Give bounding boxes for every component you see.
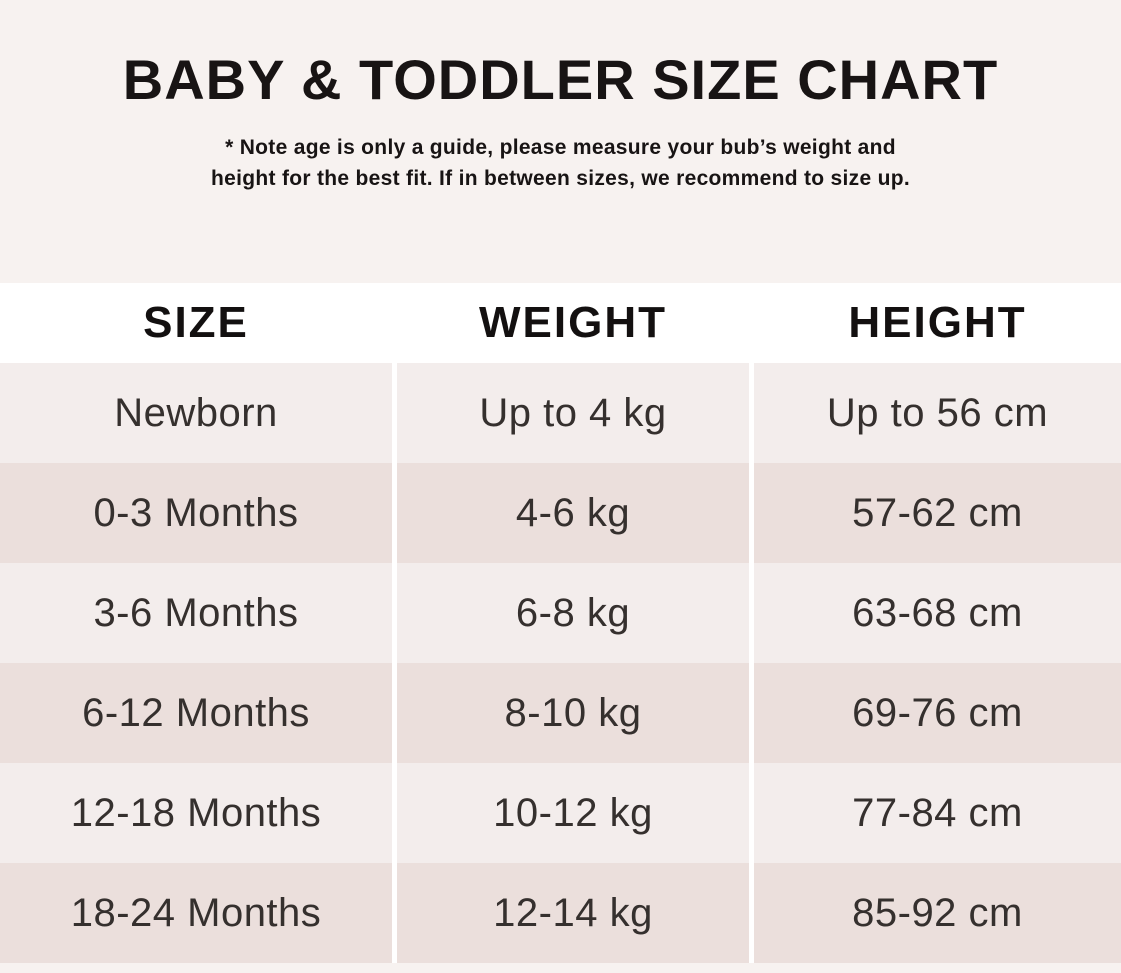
size-cell: 6-12 Months (0, 663, 392, 763)
size-cell: Newborn (0, 363, 392, 463)
column-header-height: HEIGHT (754, 283, 1121, 363)
column-header-size: SIZE (0, 283, 392, 363)
height-cell: Up to 56 cm (754, 363, 1121, 463)
table-row-6-12-months: 6-12 Months 8-10 kg 69-76 cm (0, 663, 1121, 763)
chart-header: BABY & TODDLER SIZE CHART * Note age is … (0, 0, 1121, 283)
table-header-row: SIZE WEIGHT HEIGHT (0, 283, 1121, 363)
size-cell: 18-24 Months (0, 863, 392, 963)
weight-cell: 10-12 kg (397, 763, 749, 863)
page-title: BABY & TODDLER SIZE CHART (122, 48, 999, 111)
table-row-3-6-months: 3-6 Months 6-8 kg 63-68 cm (0, 563, 1121, 663)
size-cell: 12-18 Months (0, 763, 392, 863)
note-line-1: * Note age is only a guide, please measu… (225, 136, 896, 159)
weight-cell: 6-8 kg (397, 563, 749, 663)
height-cell: 85-92 cm (754, 863, 1121, 963)
size-cell: 3-6 Months (0, 563, 392, 663)
table-row-12-18-months: 12-18 Months 10-12 kg 77-84 cm (0, 763, 1121, 863)
table-row-0-3-months: 0-3 Months 4-6 kg 57-62 cm (0, 463, 1121, 563)
size-cell: 0-3 Months (0, 463, 392, 563)
size-chart-table: SIZE WEIGHT HEIGHT Newborn Up to 4 kg Up… (0, 283, 1121, 963)
weight-cell: 12-14 kg (397, 863, 749, 963)
column-header-weight: WEIGHT (397, 283, 749, 363)
table-row-18-24-months: 18-24 Months 12-14 kg 85-92 cm (0, 863, 1121, 963)
weight-cell: 8-10 kg (397, 663, 749, 763)
table-row-newborn: Newborn Up to 4 kg Up to 56 cm (0, 363, 1121, 463)
weight-cell: Up to 4 kg (397, 363, 749, 463)
weight-cell: 4-6 kg (397, 463, 749, 563)
note-line-2: height for the best fit. If in between s… (211, 167, 910, 190)
height-cell: 69-76 cm (754, 663, 1121, 763)
note-text: * Note age is only a guide, please measu… (211, 132, 910, 194)
height-cell: 63-68 cm (754, 563, 1121, 663)
height-cell: 57-62 cm (754, 463, 1121, 563)
height-cell: 77-84 cm (754, 763, 1121, 863)
